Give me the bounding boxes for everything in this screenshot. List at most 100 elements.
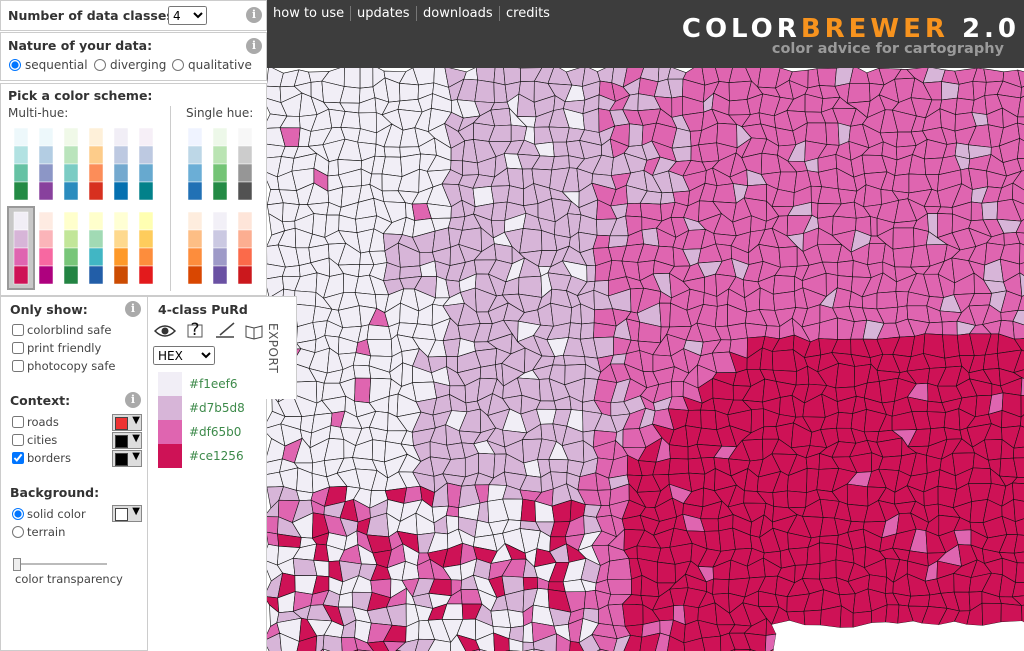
county[interactable]: [772, 291, 796, 311]
county[interactable]: [442, 338, 461, 357]
county[interactable]: [568, 322, 582, 340]
county[interactable]: [892, 621, 914, 639]
county[interactable]: [1000, 603, 1023, 623]
county[interactable]: [975, 637, 989, 651]
county[interactable]: [508, 638, 524, 651]
county[interactable]: [552, 141, 570, 157]
county[interactable]: [835, 362, 856, 389]
radio[interactable]: [172, 59, 184, 71]
scheme-swatch[interactable]: [212, 145, 228, 165]
county[interactable]: [1020, 412, 1024, 431]
county[interactable]: [820, 648, 841, 651]
county[interactable]: [773, 633, 797, 651]
scheme-swatch[interactable]: [237, 145, 253, 165]
county[interactable]: [1013, 499, 1024, 523]
county[interactable]: [606, 578, 632, 595]
scheme-swatch[interactable]: [88, 247, 104, 267]
county[interactable]: [1017, 116, 1024, 126]
scheme[interactable]: [237, 211, 253, 285]
county[interactable]: [849, 68, 870, 84]
checkbox[interactable]: [12, 342, 24, 354]
county[interactable]: [891, 173, 910, 194]
county[interactable]: [1019, 242, 1024, 265]
scheme-swatch[interactable]: [63, 181, 79, 201]
county[interactable]: [970, 201, 984, 222]
county[interactable]: [555, 633, 571, 651]
scheme-swatch[interactable]: [187, 145, 203, 165]
format-select[interactable]: HEX: [153, 346, 215, 365]
scheme-swatch[interactable]: [138, 211, 154, 231]
scheme[interactable]: [138, 127, 154, 201]
scheme-swatch[interactable]: [38, 265, 54, 285]
county[interactable]: [772, 490, 789, 509]
county[interactable]: [623, 634, 643, 651]
scheme-swatch[interactable]: [113, 247, 129, 267]
scheme-swatch[interactable]: [212, 163, 228, 183]
scheme[interactable]: [237, 127, 253, 201]
county[interactable]: [983, 68, 1005, 83]
county[interactable]: [771, 620, 797, 635]
scheme-swatch[interactable]: [138, 145, 154, 165]
county[interactable]: [295, 635, 318, 651]
color-picker[interactable]: ▼: [112, 414, 142, 431]
scheme-swatch[interactable]: [187, 181, 203, 201]
county[interactable]: [450, 634, 467, 651]
legend-color-code[interactable]: #f1eef6: [189, 377, 238, 391]
county[interactable]: [895, 291, 909, 308]
county[interactable]: [1014, 634, 1024, 651]
county[interactable]: [312, 213, 328, 238]
county[interactable]: [877, 622, 898, 636]
legend-swatch[interactable]: [158, 420, 182, 444]
radio[interactable]: [12, 508, 24, 520]
county[interactable]: [701, 635, 722, 651]
county[interactable]: [366, 339, 393, 357]
county[interactable]: [366, 641, 392, 651]
checkbox[interactable]: [12, 452, 24, 464]
county[interactable]: [490, 185, 510, 204]
county[interactable]: [352, 364, 372, 379]
county[interactable]: [778, 246, 798, 268]
county[interactable]: [943, 408, 961, 431]
county[interactable]: [399, 82, 419, 102]
scheme-swatch[interactable]: [237, 265, 253, 285]
scheme-swatch[interactable]: [212, 181, 228, 201]
county[interactable]: [941, 320, 958, 336]
county[interactable]: [982, 622, 1001, 638]
county[interactable]: [943, 636, 957, 649]
county[interactable]: [1013, 425, 1024, 449]
nav-link[interactable]: downloads: [416, 6, 499, 21]
scheme-swatch[interactable]: [113, 229, 129, 249]
help-icon[interactable]: ?: [187, 321, 203, 340]
county[interactable]: [989, 648, 1004, 651]
county[interactable]: [613, 634, 632, 651]
county[interactable]: [817, 637, 841, 649]
scheme[interactable]: [88, 211, 104, 285]
scheme[interactable]: [38, 127, 54, 201]
county[interactable]: [876, 291, 899, 310]
county[interactable]: [743, 632, 767, 651]
county[interactable]: [925, 636, 946, 651]
county[interactable]: [837, 260, 854, 278]
county[interactable]: [462, 160, 480, 176]
county[interactable]: [892, 246, 915, 268]
nav-link[interactable]: updates: [350, 6, 416, 21]
scheme-swatch[interactable]: [113, 181, 129, 201]
county[interactable]: [833, 648, 856, 651]
county[interactable]: [1012, 320, 1024, 340]
scheme[interactable]: [187, 127, 203, 201]
county[interactable]: [1013, 349, 1024, 373]
scheme-swatch[interactable]: [187, 265, 203, 285]
county[interactable]: [836, 412, 854, 429]
scheme-swatch[interactable]: [237, 229, 253, 249]
scheme-swatch[interactable]: [13, 247, 29, 267]
county[interactable]: [354, 377, 372, 404]
scheme-swatch[interactable]: [88, 163, 104, 183]
scheme-swatch[interactable]: [38, 181, 54, 201]
scheme-swatch[interactable]: [38, 145, 54, 165]
scheme-swatch[interactable]: [138, 127, 154, 147]
checkbox[interactable]: [12, 360, 24, 372]
county[interactable]: [704, 530, 722, 552]
scheme-swatch[interactable]: [13, 181, 29, 201]
county[interactable]: [712, 578, 730, 595]
county[interactable]: [606, 557, 632, 580]
